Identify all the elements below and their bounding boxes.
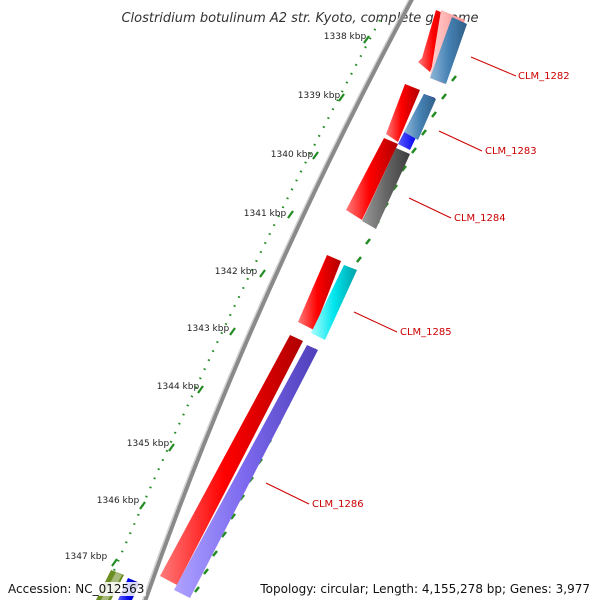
scale-tick [111,558,118,567]
scale-tick [287,210,294,219]
scale-label: 1340 kbp [271,150,314,160]
gene-feature-clm-1283-part [404,94,436,140]
scale-tick [197,385,204,394]
topology-text: Topology: circular; Length: 4,155,278 bp… [258,582,592,596]
scale-label: 1343 kbp [187,324,230,334]
scale-tick [229,327,236,336]
forward-features [160,10,452,585]
scale-tick [312,151,319,160]
gene-feature-clm-1282[interactable] [430,17,467,84]
scale-label: 1346 kbp [97,496,140,506]
leader-clm-1285 [353,311,398,333]
gene-feature-clm-1284[interactable] [362,148,410,229]
scale-tick [363,35,370,44]
scale-label: 1338 kbp [324,32,367,42]
gene-label-clm-1284[interactable]: CLM_1284 [454,213,506,224]
forward-feature-arrow[interactable] [386,84,420,142]
scale-label: 1344 kbp [157,382,200,392]
scale-label: 1341 kbp [244,209,287,219]
scale-label: 1339 kbp [298,91,341,101]
scale-label: 1345 kbp [127,439,170,449]
gene-feature-clm-1286[interactable] [174,345,318,598]
leader-clm-1284 [408,197,452,219]
leader-clm-1283 [438,130,483,152]
forward-feature-arrow[interactable] [298,255,341,330]
forward-feature-arrow[interactable] [346,138,398,220]
scale-major-ticks [111,35,370,567]
scale-label: 1347 kbp [65,552,108,562]
gene-label-clm-1283[interactable]: CLM_1283 [485,146,537,157]
scale-tick [259,269,266,278]
label-leaders [265,56,517,505]
forward-feature-arrow[interactable] [160,335,303,585]
gene-label-clm-1282[interactable]: CLM_1282 [518,71,570,82]
genome-backbone [141,0,414,605]
map-title: Clostridium botulinum A2 str. Kyoto, com… [121,11,478,26]
scale-tick [139,501,146,510]
leader-clm-1286 [265,482,310,505]
scale-tick [168,443,175,452]
gene-label-clm-1286[interactable]: CLM_1286 [312,499,364,510]
gene-feature-clm-1285[interactable] [311,265,357,340]
genome-backbone-highlight [140,0,410,605]
gene-label-clm-1285[interactable]: CLM_1285 [400,327,452,338]
accession-text: Accession: NC_012563 [6,582,147,596]
scale-label: 1342 kbp [215,267,258,277]
leader-clm-1282 [470,56,517,77]
scale-tick [338,93,345,102]
